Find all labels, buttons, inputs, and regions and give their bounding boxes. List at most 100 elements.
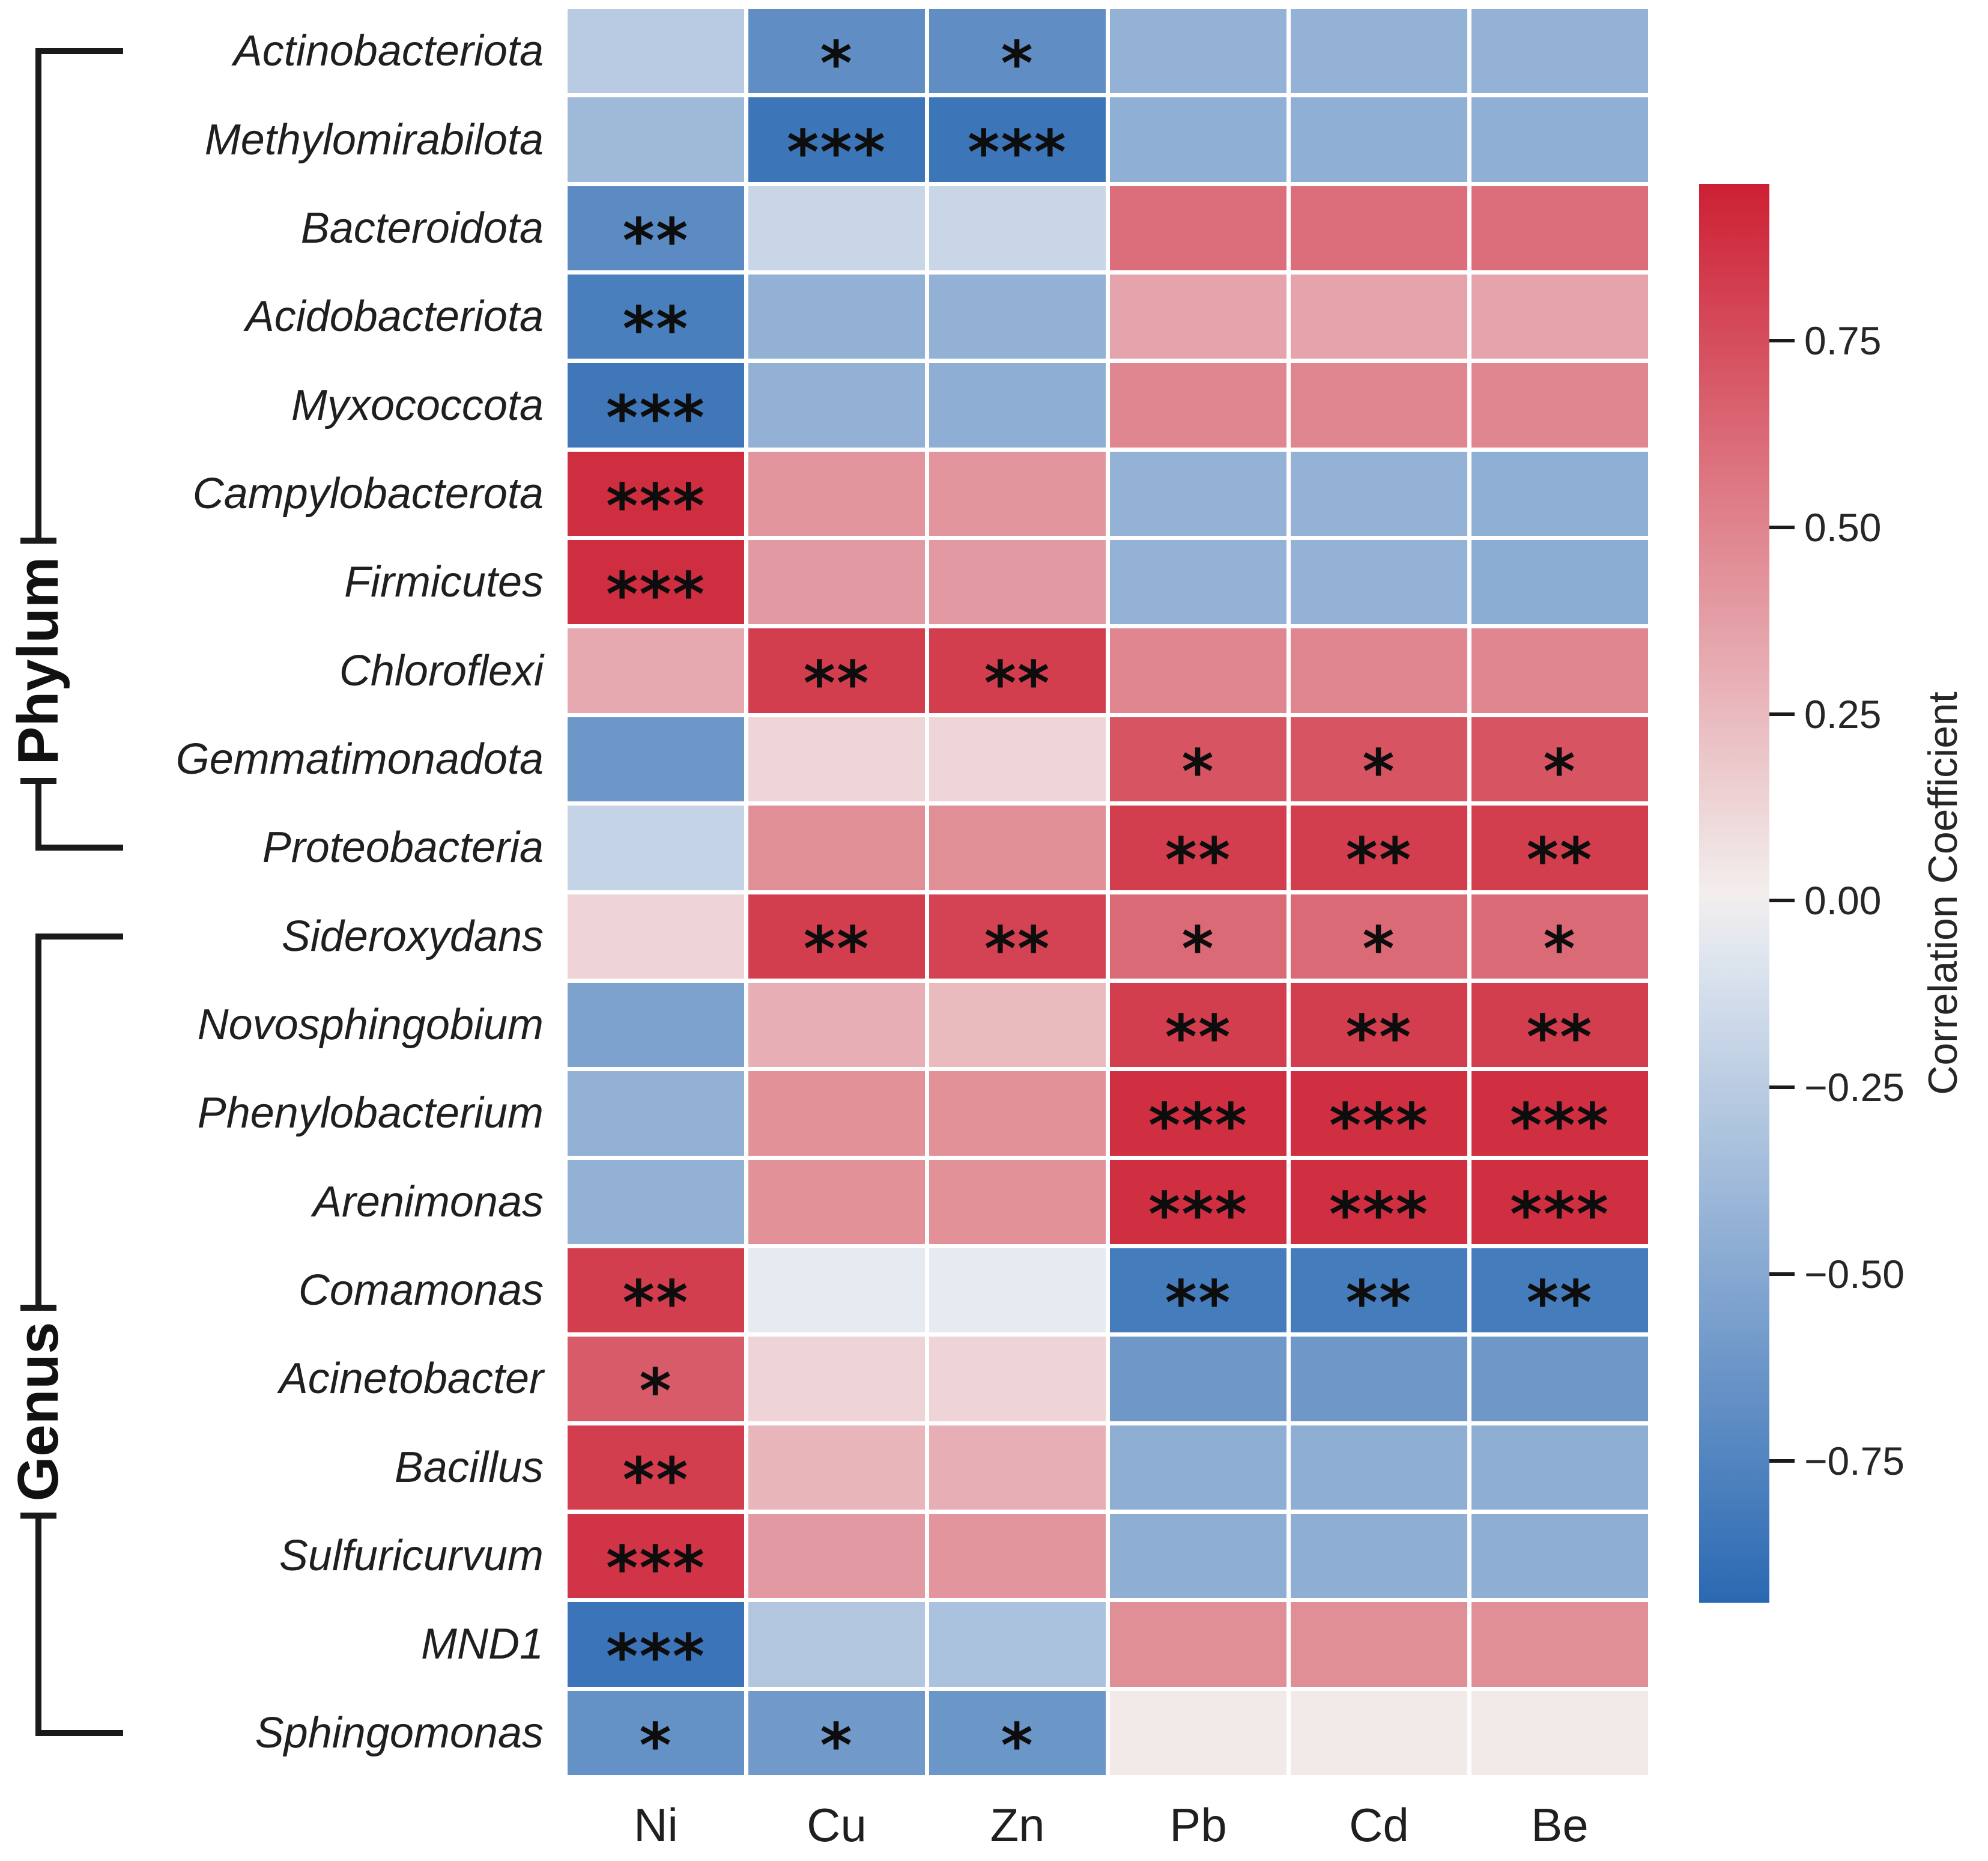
significance-stars: *** xyxy=(1509,1179,1610,1251)
row-label-campylobacterota: Campylobacterota xyxy=(192,469,544,518)
row-label-bacteroidota: Bacteroidota xyxy=(300,204,544,252)
row-label-novosphingobium: Novosphingobium xyxy=(197,1001,544,1049)
colorbar-tick xyxy=(1769,1272,1795,1276)
heatmap-cell xyxy=(929,1602,1106,1687)
heatmap-cell xyxy=(748,186,925,271)
heatmap-cell xyxy=(748,363,925,448)
colorbar-tick xyxy=(1769,899,1795,903)
heatmap-cell xyxy=(748,1159,925,1244)
heatmap-cell xyxy=(929,1425,1106,1510)
heatmap-cell xyxy=(748,1513,925,1598)
heatmap-cell xyxy=(1110,186,1286,271)
significance-stars: *** xyxy=(967,117,1068,189)
heatmap-cell xyxy=(1110,1602,1286,1687)
heatmap-cell: ** xyxy=(1471,1248,1648,1340)
heatmap-cell xyxy=(1110,451,1286,536)
colorbar-tick-label: −0.25 xyxy=(1804,1065,1905,1110)
colorbar-tick xyxy=(1769,525,1795,529)
heatmap-cell xyxy=(929,806,1106,890)
colorbar-gradient xyxy=(1699,184,1769,1603)
heatmap-cell xyxy=(1110,9,1286,94)
heatmap-cell xyxy=(568,982,744,1067)
significance-stars: *** xyxy=(786,117,887,189)
heatmap-cell xyxy=(748,806,925,890)
significance-stars: ** xyxy=(622,1444,689,1516)
colorbar-tick xyxy=(1769,1085,1795,1090)
significance-stars: ** xyxy=(1345,825,1413,897)
heatmap-cell: * xyxy=(929,9,1106,100)
row-label-phenylobacterium: Phenylobacterium xyxy=(197,1089,544,1138)
heatmap-cell: * xyxy=(1110,717,1286,808)
heatmap-cell xyxy=(1291,363,1467,448)
bracket-line xyxy=(35,48,41,544)
heatmap-cell xyxy=(1110,1425,1286,1510)
significance-stars: * xyxy=(1181,736,1215,808)
group-label-genus: Genus xyxy=(6,1322,70,1502)
heatmap-cell xyxy=(1471,186,1648,271)
significance-stars: *** xyxy=(605,559,706,631)
heatmap-cell: * xyxy=(568,1690,744,1782)
row-label-actinobacteriota: Actinobacteriota xyxy=(233,27,544,76)
significance-stars: * xyxy=(1001,28,1034,100)
bracket-stub xyxy=(35,845,123,851)
heatmap-cell xyxy=(568,1159,744,1244)
significance-stars: * xyxy=(1001,1710,1034,1782)
heatmap-cell xyxy=(1110,628,1286,713)
heatmap-cell: * xyxy=(748,1690,925,1776)
heatmap-cell xyxy=(1110,1513,1286,1598)
heatmap-cell xyxy=(1110,97,1286,182)
column-label-cd: Cd xyxy=(1349,1798,1409,1851)
heatmap-cell xyxy=(748,451,925,536)
significance-stars: ** xyxy=(984,648,1051,720)
bracket-line xyxy=(35,933,41,1311)
heatmap-cell: *** xyxy=(568,363,744,454)
significance-stars: * xyxy=(1543,736,1577,808)
heatmap-cell: ** xyxy=(1291,982,1467,1069)
heatmap-cell: * xyxy=(748,9,925,95)
colorbar-tick xyxy=(1769,1459,1795,1463)
heatmap-cell: ** xyxy=(1110,982,1286,1074)
significance-stars: ** xyxy=(803,648,870,720)
heatmap-cell: * xyxy=(1110,894,1286,980)
row-label-firmicutes: Firmicutes xyxy=(344,558,544,607)
significance-stars: *** xyxy=(605,382,706,454)
significance-stars: ** xyxy=(1345,1267,1413,1340)
heatmap-cell xyxy=(929,1071,1106,1156)
heatmap-cell xyxy=(1471,363,1648,448)
row-label-acinetobacter: Acinetobacter xyxy=(279,1355,544,1403)
heatmap-cell xyxy=(929,186,1106,271)
heatmap-cell: * xyxy=(568,1337,744,1422)
heatmap-cell xyxy=(748,1337,925,1421)
bracket-line xyxy=(35,1513,41,1736)
heatmap-cell xyxy=(929,982,1106,1067)
significance-stars: ** xyxy=(1526,1267,1593,1340)
heatmap-cell: ** xyxy=(1471,806,1648,891)
heatmap-cell xyxy=(748,540,925,625)
heatmap-cell xyxy=(1471,628,1648,713)
significance-stars: ** xyxy=(1165,1002,1232,1074)
significance-stars: * xyxy=(639,1710,673,1782)
heatmap-cell xyxy=(1110,363,1286,448)
column-label-ni: Ni xyxy=(634,1798,678,1851)
heatmap-cell xyxy=(929,1159,1106,1244)
row-label-myxococcota: Myxococcota xyxy=(291,381,544,430)
heatmap-cell xyxy=(929,1337,1106,1421)
heatmap-cell xyxy=(1471,540,1648,625)
heatmap-cell xyxy=(1291,186,1467,271)
bracket-line xyxy=(35,778,41,851)
heatmap-cell xyxy=(1471,9,1648,94)
row-label-sphingomonas: Sphingomonas xyxy=(255,1708,544,1757)
heatmap-cell: *** xyxy=(1471,1159,1648,1251)
heatmap-cell xyxy=(1291,1337,1467,1421)
heatmap-cell: *** xyxy=(1110,1159,1286,1245)
heatmap-cell xyxy=(1291,451,1467,536)
bracket-label-dash xyxy=(20,538,56,544)
heatmap-cell xyxy=(1110,1337,1286,1421)
significance-stars: *** xyxy=(605,470,706,542)
row-label-acidobacteriota: Acidobacteriota xyxy=(245,293,544,341)
heatmap-cell xyxy=(1291,628,1467,713)
heatmap-cell: *** xyxy=(568,1602,744,1688)
heatmap-cell xyxy=(748,1071,925,1156)
heatmap-cell: ** xyxy=(748,628,925,720)
